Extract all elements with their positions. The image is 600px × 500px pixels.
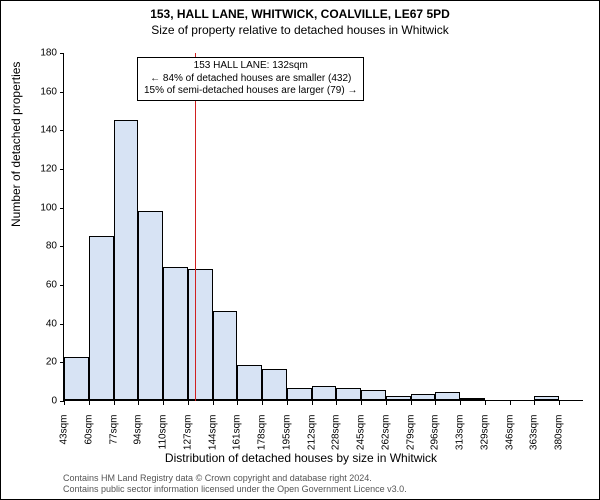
xtick-mark — [361, 401, 362, 405]
xtick-mark — [287, 401, 288, 405]
histogram-bar — [287, 388, 312, 400]
xtick-mark — [534, 401, 535, 405]
footer-line1: Contains HM Land Registry data © Crown c… — [63, 473, 407, 484]
xtick-mark — [89, 401, 90, 405]
histogram-bar — [336, 388, 361, 400]
ytick-label: 120 — [1, 164, 57, 175]
histogram-bar — [460, 398, 485, 400]
page-title: 153, HALL LANE, WHITWICK, COALVILLE, LE6… — [1, 7, 599, 21]
histogram-bar — [411, 394, 436, 400]
histogram-bar — [64, 357, 89, 400]
xtick-mark — [435, 401, 436, 405]
ytick-label: 160 — [1, 86, 57, 97]
xtick-mark — [262, 401, 263, 405]
histogram-bar — [361, 390, 386, 400]
ytick-label: 0 — [1, 396, 57, 407]
histogram-bar — [213, 311, 238, 400]
xtick-mark — [114, 401, 115, 405]
ytick-label: 100 — [1, 202, 57, 213]
annotation-box: 153 HALL LANE: 132sqm ← 84% of detached … — [137, 57, 364, 101]
ytick-label: 80 — [1, 241, 57, 252]
xtick-mark — [559, 401, 560, 405]
ytick-label: 20 — [1, 357, 57, 368]
footer: Contains HM Land Registry data © Crown c… — [63, 473, 407, 496]
marker-line — [195, 53, 196, 401]
xtick-mark — [336, 401, 337, 405]
histogram-bar — [312, 386, 337, 400]
chart: 43sqm60sqm77sqm94sqm110sqm127sqm144sqm16… — [63, 53, 583, 401]
histogram-bar — [237, 365, 262, 400]
page-subtitle: Size of property relative to detached ho… — [1, 23, 599, 37]
ytick-mark — [60, 53, 64, 54]
xtick-mark — [213, 401, 214, 405]
xtick-mark — [237, 401, 238, 405]
ytick-label: 140 — [1, 125, 57, 136]
xtick-mark — [312, 401, 313, 405]
ytick-mark — [60, 208, 64, 209]
histogram-bar — [114, 120, 139, 400]
xtick-mark — [485, 401, 486, 405]
histogram-bar — [138, 211, 163, 400]
ytick-mark — [60, 130, 64, 131]
histogram-bar — [534, 396, 559, 400]
ytick-mark — [60, 246, 64, 247]
xtick-mark — [138, 401, 139, 405]
ytick-mark — [60, 169, 64, 170]
ytick-label: 60 — [1, 280, 57, 291]
histogram-bar — [435, 392, 460, 400]
annotation-line2: ← 84% of detached houses are smaller (43… — [144, 73, 357, 86]
xtick-mark — [188, 401, 189, 405]
xtick-mark — [460, 401, 461, 405]
annotation-line1: 153 HALL LANE: 132sqm — [144, 60, 357, 73]
histogram-bar — [89, 236, 114, 400]
xtick-mark — [64, 401, 65, 405]
plot-area: 43sqm60sqm77sqm94sqm110sqm127sqm144sqm16… — [63, 53, 583, 401]
histogram-bar — [386, 396, 411, 400]
xtick-mark — [163, 401, 164, 405]
annotation-line3: 15% of semi-detached houses are larger (… — [144, 85, 357, 98]
xtick-mark — [411, 401, 412, 405]
ytick-mark — [60, 92, 64, 93]
histogram-bar — [262, 369, 287, 400]
ytick-label: 40 — [1, 318, 57, 329]
ytick-mark — [60, 324, 64, 325]
x-axis-label: Distribution of detached houses by size … — [1, 451, 600, 465]
xtick-mark — [510, 401, 511, 405]
histogram-bar — [163, 267, 188, 400]
ytick-mark — [60, 285, 64, 286]
ytick-label: 180 — [1, 48, 57, 59]
xtick-mark — [386, 401, 387, 405]
footer-line2: Contains public sector information licen… — [63, 484, 407, 495]
histogram-bar — [188, 269, 213, 400]
